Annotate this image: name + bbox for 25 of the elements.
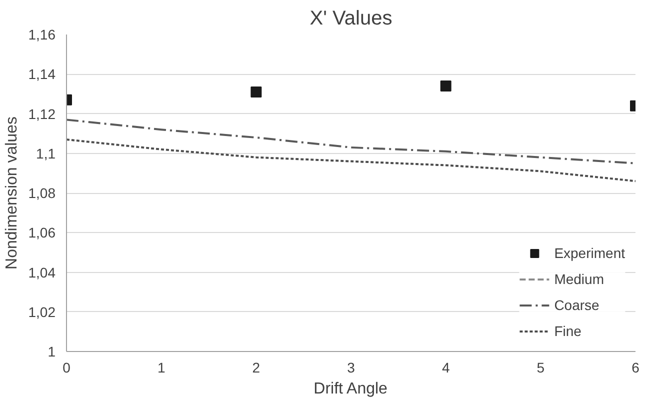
y-tick-label: 1,16 [28,26,56,42]
line-series [66,138,636,182]
y-tick-label: 1,12 [28,106,56,122]
y-tick-label: 1,04 [28,264,56,280]
x-tick-label: 0 [62,360,71,376]
x-tick-label: 4 [442,360,450,376]
y-tick-label: 1,06 [28,224,56,241]
y-tick-label: 1 [48,344,56,360]
x-tick-label: 1 [157,360,166,376]
legend-label: Coarse [554,297,600,313]
legend-label: Experiment [554,245,625,261]
y-tick-label: 1,14 [28,66,56,82]
legend-label: Medium [554,271,604,287]
x-tick-label: 6 [632,360,640,376]
legend-label: Fine [554,323,582,339]
x-tick-label: 5 [536,360,545,376]
y-tick-label: 1,08 [28,185,56,201]
line-series [66,118,636,164]
y-tick-label: 1,02 [28,304,56,320]
chart-title: X' Values [310,8,392,30]
y-axis-title: Nondimension values [3,116,20,270]
x-tick-label: 3 [347,360,356,376]
x-tick-label: 2 [252,360,260,376]
y-tick-label: 1,1 [36,145,56,162]
x-axis-title: Drift Angle [314,380,388,398]
